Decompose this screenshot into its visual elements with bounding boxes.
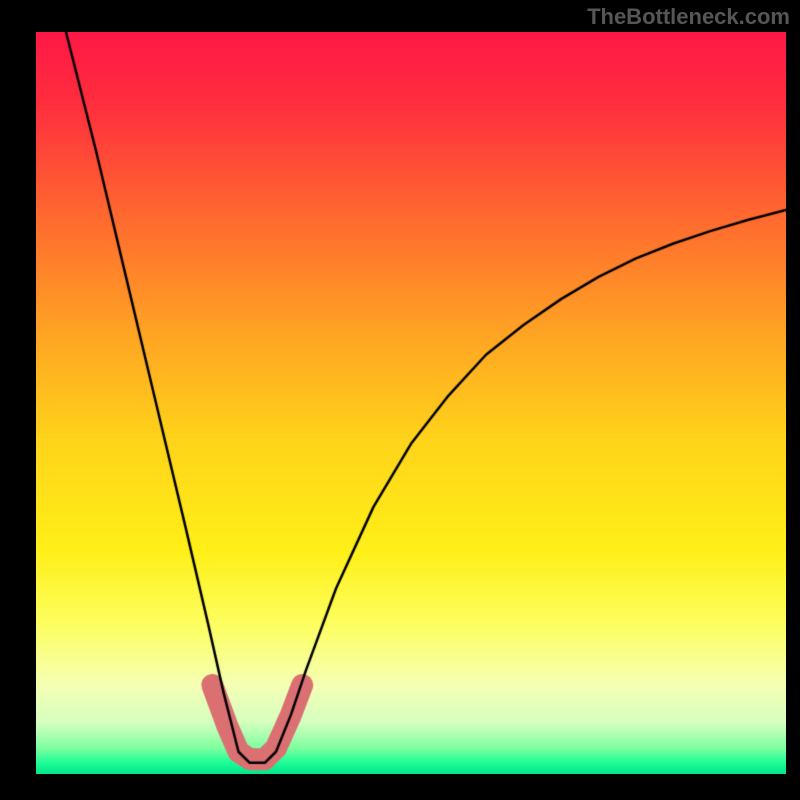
bottleneck-chart-canvas bbox=[36, 32, 786, 774]
outer-frame: TheBottleneck.com bbox=[0, 0, 800, 800]
watermark-label: TheBottleneck.com bbox=[587, 4, 790, 30]
